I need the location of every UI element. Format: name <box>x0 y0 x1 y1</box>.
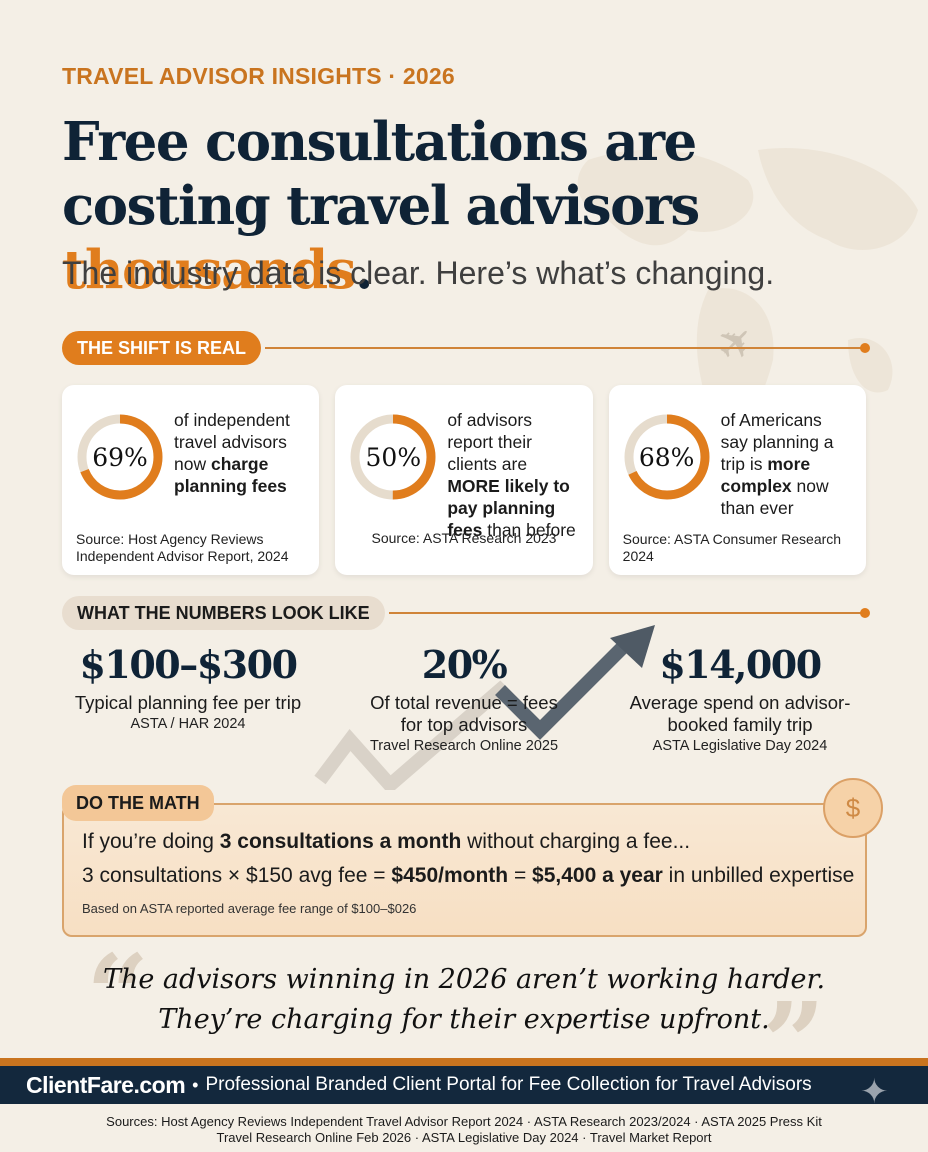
section-label-numbers: WHAT THE NUMBERS LOOK LIKE <box>62 596 385 630</box>
quote-line: The advisors winning in 2026 aren’t work… <box>102 964 826 995</box>
footer-accent-band <box>0 1058 928 1066</box>
section-label-math: DO THE MATH <box>62 785 214 821</box>
page-title: Free consultations are costing travel ad… <box>62 110 902 302</box>
number-source: Travel Research Online 2025 <box>369 738 559 754</box>
math-premise: If you’re doing 3 consultations a month … <box>82 830 691 853</box>
brand-bar: ClientFare.com • Professional Branded Cl… <box>0 1066 928 1104</box>
stat-description: of Americans say planning a trip is more… <box>720 410 834 518</box>
stat-description: of independent travel advisors now charg… <box>174 410 290 496</box>
number-item: $100–$300 Typical planning fee per trip … <box>50 640 326 754</box>
headline-period: . <box>355 239 373 301</box>
number-item: $14,000 Average spend on advisor-booked … <box>602 640 878 754</box>
sources-line: Sources: Host Agency Reviews Independent… <box>106 1114 822 1129</box>
donut-chart-icon: 68% <box>623 413 711 501</box>
stat-value: 50% <box>365 442 422 472</box>
math-box <box>62 803 867 937</box>
eyebrow-label: TRAVEL ADVISOR INSIGHTS · 2026 <box>62 63 455 89</box>
quote-line: They’re charging for their expertise upf… <box>158 1004 770 1035</box>
brand-tagline: Professional Branded Client Portal for F… <box>205 1074 812 1095</box>
stat-source: Source: Host Agency Reviews Independent … <box>76 531 289 564</box>
stat-card: 68% of Americans say planning a trip is … <box>608 385 866 575</box>
dollar-coin-icon: $ <box>823 778 883 838</box>
section-label-shift: THE SHIFT IS REAL <box>62 331 262 365</box>
number-source: ASTA Legislative Day 2024 <box>652 738 828 754</box>
trend-arrow-icon <box>314 625 655 790</box>
stat-description: of advisors report their clients are MOR… <box>447 410 576 540</box>
stat-source: Source: ASTA Consumer Research 2024 <box>622 531 842 564</box>
sources-footnote: Sources: Host Agency Reviews Independent… <box>0 1114 928 1146</box>
number-label: Of total revenue = fees for top advisors <box>370 692 558 735</box>
headline-accent: thousands <box>62 239 357 301</box>
number-source: ASTA / HAR 2024 <box>130 716 246 732</box>
brand-link[interactable]: ClientFare.com <box>26 1071 186 1098</box>
divider-line <box>388 608 871 618</box>
stat-card: 50% of advisors report their clients are… <box>335 385 593 575</box>
headline-text: Free consultations are costing travel ad… <box>62 111 700 237</box>
number-value: 20% <box>421 642 508 687</box>
open-quote-icon: “ <box>86 930 150 1059</box>
brand-separator: • <box>192 1074 199 1095</box>
section-header-numbers: WHAT THE NUMBERS LOOK LIKE <box>62 596 871 630</box>
stat-value: 69% <box>92 442 148 472</box>
number-label: Average spend on advisor-booked family t… <box>629 692 851 735</box>
stat-value: 68% <box>638 442 695 472</box>
sparkle-icon: ✦ <box>860 1073 889 1111</box>
stat-card: 69% of independent travel advisors now c… <box>62 385 320 575</box>
numbers-row: $100–$300 Typical planning fee per trip … <box>50 640 878 754</box>
donut-chart-icon: 50% <box>349 413 437 501</box>
pull-quote: The advisors winning in 2026 aren’t work… <box>0 960 928 1040</box>
divider-line <box>265 343 870 353</box>
number-value: $100–$300 <box>79 642 298 687</box>
number-label: Typical planning fee per trip <box>74 692 302 713</box>
sources-line: Travel Research Online Feb 2026 · ASTA L… <box>216 1130 712 1145</box>
section-header-shift: THE SHIFT IS REAL <box>62 331 870 365</box>
number-item: 20% Of total revenue = fees for top advi… <box>326 640 602 754</box>
math-calculation: 3 consultations × $150 avg fee = $450/mo… <box>82 864 855 887</box>
stat-cards: 69% of independent travel advisors now c… <box>62 385 866 575</box>
stat-source: Source: ASTA Research 2023 <box>371 530 557 546</box>
donut-chart-icon: 69% <box>76 413 164 501</box>
subheading: The industry data is clear. Here’s what’… <box>62 255 775 291</box>
number-value: $14,000 <box>659 642 822 687</box>
math-footnote: Based on ASTA reported average fee range… <box>82 901 417 916</box>
